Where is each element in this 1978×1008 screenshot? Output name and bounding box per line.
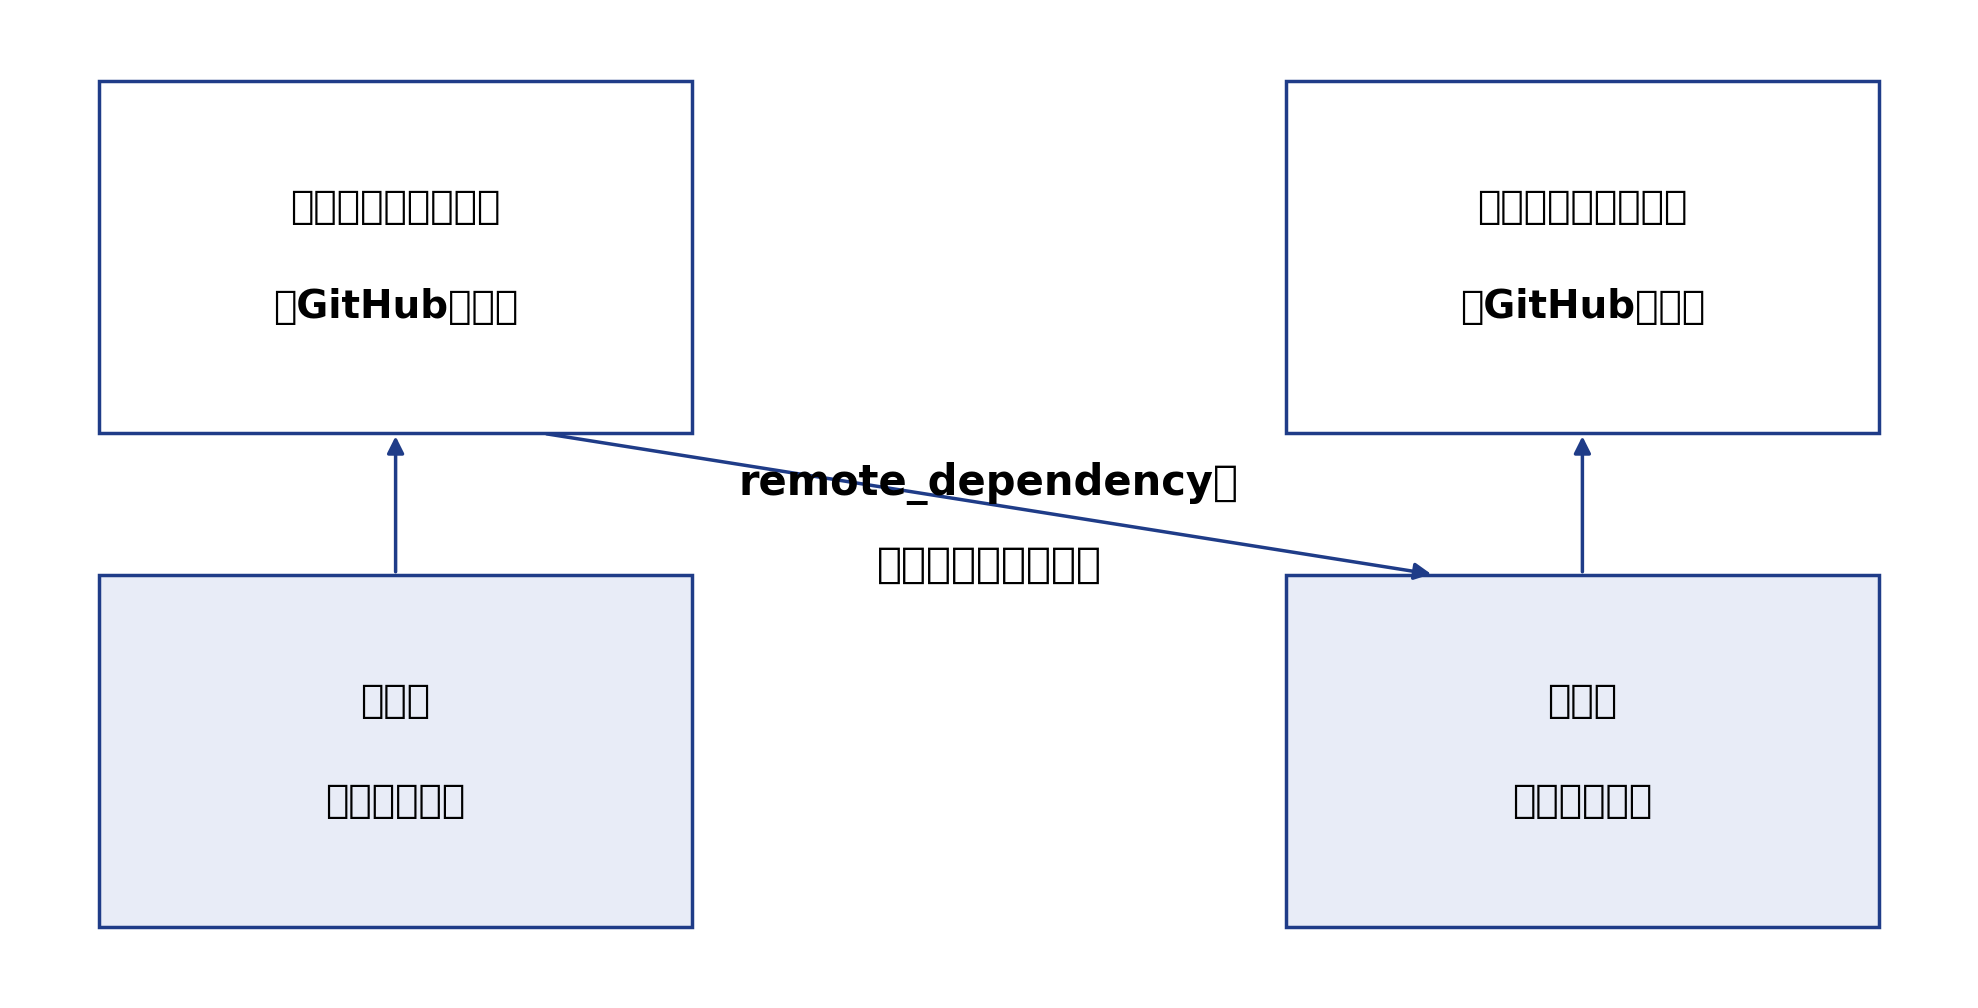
- Text: リモートリポジトリ: リモートリポジトリ: [1478, 187, 1687, 226]
- Bar: [99, 81, 692, 433]
- Text: プロジェクト: プロジェクト: [326, 782, 465, 821]
- Text: 本番用: 本番用: [1547, 681, 1618, 720]
- Text: リモートリポジトリ: リモートリポジトリ: [291, 187, 500, 226]
- Bar: [1286, 81, 1879, 433]
- Text: （GitHubなど）: （GitHubなど）: [1460, 288, 1705, 327]
- Text: コードをインポート: コードをインポート: [876, 543, 1102, 586]
- Bar: [99, 575, 692, 927]
- Bar: [1286, 575, 1879, 927]
- Text: 開発用: 開発用: [360, 681, 431, 720]
- Text: remote_dependencyで: remote_dependencyで: [740, 463, 1238, 505]
- Text: （GitHubなど）: （GitHubなど）: [273, 288, 518, 327]
- Text: プロジェクト: プロジェクト: [1513, 782, 1652, 821]
